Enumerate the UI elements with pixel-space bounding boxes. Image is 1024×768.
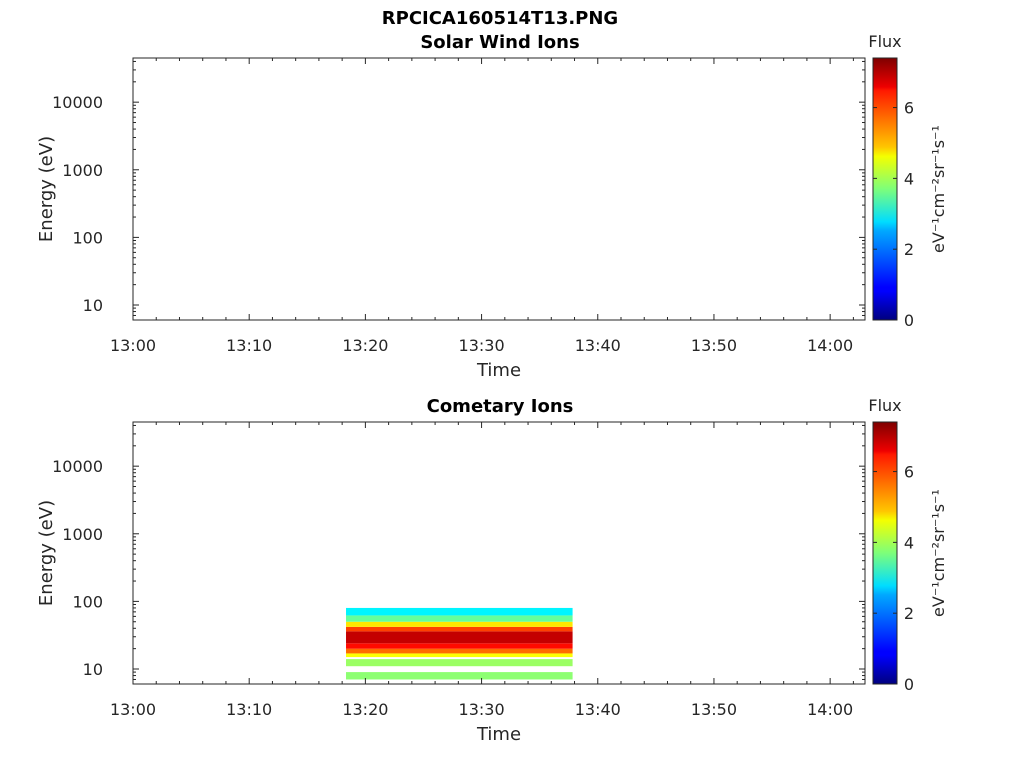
colorbar-tick-label: 2 [904, 240, 914, 259]
x-tick-label: 13:50 [691, 700, 737, 719]
x-tick-label: 13:30 [459, 700, 505, 719]
colorbar-tick-label: 6 [904, 463, 914, 482]
x-tick-label: 13:40 [575, 336, 621, 355]
y-tick-label: 1000 [62, 525, 103, 544]
colorbar [872, 57, 898, 321]
x-axis-label: Time [476, 360, 521, 381]
panel-solar-wind-ions: Solar Wind Ions 10 100 1000 10000 13:00 13:1… [36, 32, 948, 381]
colorbar-label: eV⁻¹cm⁻²sr⁻¹s⁻¹ [929, 125, 948, 253]
colorbar-tick-label: 6 [904, 99, 914, 118]
x-tick-label: 13:20 [342, 700, 388, 719]
colorbar-title: Flux [868, 396, 901, 415]
colorbar-label: eV⁻¹cm⁻²sr⁻¹s⁻¹ [929, 489, 948, 617]
x-tick-label: 13:40 [575, 700, 621, 719]
x-tick-label: 14:00 [807, 700, 853, 719]
colorbar-tick-label: 2 [904, 604, 914, 623]
x-tick-label: 14:00 [807, 336, 853, 355]
colorbar-title: Flux [868, 32, 901, 51]
heatmap-cell [346, 621, 573, 627]
y-tick-label: 10000 [52, 93, 103, 112]
y-axis-label: Energy (eV) [36, 500, 57, 606]
x-tick-label: 13:20 [342, 336, 388, 355]
y-tick-label: 10000 [52, 457, 103, 476]
y-tick-label: 100 [72, 592, 103, 611]
colorbar-tick-label: 0 [904, 675, 914, 694]
y-tick-label: 100 [72, 228, 103, 247]
plot-frame [132, 57, 866, 321]
y-axis-label: Energy (eV) [36, 136, 57, 242]
panel-cometary-ions: Cometary Ions 10 100 1000 10000 13:00 13:10 1… [36, 396, 948, 745]
heatmap-cell [346, 626, 573, 632]
heatmap-cell [346, 672, 573, 680]
x-tick-label: 13:50 [691, 336, 737, 355]
colorbar [872, 421, 898, 685]
x-tick-label: 13:00 [110, 336, 156, 355]
y-tick-label: 10 [83, 296, 103, 315]
x-tick-label: 13:10 [226, 336, 272, 355]
plot-frame [132, 421, 866, 685]
panel-title: Cometary Ions [427, 396, 574, 417]
heatmap-cell [346, 615, 573, 622]
x-tick-label: 13:00 [110, 700, 156, 719]
y-tick-label: 1000 [62, 161, 103, 180]
heatmap-cell [346, 631, 573, 644]
colorbar-tick-label: 4 [904, 169, 914, 188]
x-tick-label: 13:10 [226, 700, 272, 719]
colorbar-tick-label: 0 [904, 311, 914, 330]
heatmap-cell [346, 648, 573, 654]
heatmap-cell [346, 643, 573, 649]
x-axis-label: Time [476, 724, 521, 745]
figure-title: RPCICA160514T13.PNG [382, 8, 618, 29]
heatmap-cell [346, 607, 573, 616]
x-tick-label: 13:30 [459, 336, 505, 355]
colorbar-tick-label: 4 [904, 533, 914, 552]
y-tick-label: 10 [83, 660, 103, 679]
heatmap-cell [346, 659, 573, 667]
panel-title: Solar Wind Ions [420, 32, 579, 53]
heatmap-cell [346, 653, 573, 658]
